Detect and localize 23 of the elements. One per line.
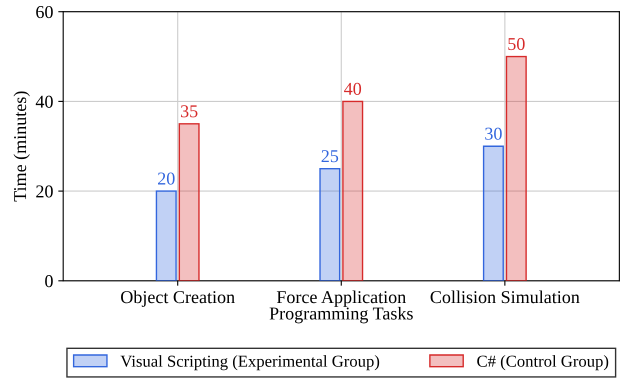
- data-label: 25: [322, 150, 338, 162]
- bar: [319, 168, 340, 281]
- y-tick-label: 20: [36, 185, 53, 198]
- legend-label: Visual Scripting (Experimental Group): [120, 355, 380, 370]
- data-label: 30: [485, 128, 502, 140]
- y-tick-label: 0: [45, 275, 53, 288]
- bar: [482, 146, 504, 281]
- y-tick-label: 40: [36, 96, 53, 108]
- data-label: 50: [508, 38, 525, 50]
- y-tick-label: 60: [36, 6, 53, 18]
- x-tick-label: Collision Simulation: [430, 290, 580, 304]
- bar: [178, 123, 200, 281]
- y-axis-title: Time (minutes): [13, 91, 30, 202]
- bar: [156, 190, 177, 281]
- legend-label: C# (Control Group): [477, 355, 608, 370]
- x-tick-label: Object Creation: [121, 290, 235, 307]
- x-tick-label: Force Application: [276, 290, 406, 307]
- data-label: 20: [158, 172, 175, 185]
- data-label: 40: [344, 82, 362, 95]
- bar: [506, 56, 527, 281]
- bar: [342, 100, 364, 281]
- x-axis-title: Programming Tasks: [270, 306, 413, 324]
- data-label: 35: [180, 105, 198, 118]
